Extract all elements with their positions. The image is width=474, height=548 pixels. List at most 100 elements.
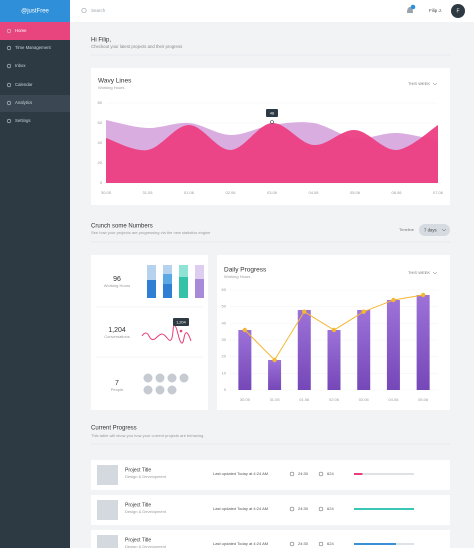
menu-icon bbox=[6, 28, 12, 34]
project-category: Design & Development bbox=[125, 544, 167, 548]
progress-bar bbox=[354, 508, 414, 510]
section-title: Current Progress bbox=[91, 426, 137, 432]
person[interactable] bbox=[179, 373, 189, 383]
sparkline bbox=[141, 324, 192, 344]
thumbnail bbox=[97, 535, 118, 548]
project-category: Design & Development bbox=[125, 509, 167, 514]
comments: 624 bbox=[327, 506, 334, 511]
y-tick-label: 80 bbox=[98, 100, 103, 105]
logo-bar bbox=[0, 0, 70, 22]
menu-item[interactable]: Analytics bbox=[15, 100, 32, 105]
hover-item-bg bbox=[0, 95, 70, 112]
clock-icon bbox=[289, 541, 295, 547]
clock-icon bbox=[289, 506, 295, 512]
y-tick-label: 20 bbox=[98, 160, 103, 165]
chart-subtitle: Working Hours bbox=[224, 274, 250, 279]
menu-item[interactable]: Inbox bbox=[15, 63, 26, 68]
notification-badge bbox=[410, 4, 416, 10]
caret bbox=[432, 82, 438, 86]
mini-bar bbox=[147, 265, 156, 280]
menu-item[interactable]: Time Management bbox=[15, 45, 51, 50]
y-tick-label: 20 bbox=[222, 354, 227, 359]
x-tick-label: 03.06 bbox=[359, 397, 370, 402]
bar bbox=[386, 300, 400, 390]
menu-item[interactable]: Settings bbox=[15, 118, 31, 123]
person[interactable] bbox=[155, 385, 165, 395]
chart-filter[interactable]: THIS WEEK bbox=[408, 81, 430, 86]
timeline-value: 7 days bbox=[424, 227, 437, 232]
greeting-title: Hi Filip, bbox=[91, 38, 111, 44]
line-point bbox=[331, 327, 337, 333]
timeline-select[interactable] bbox=[419, 224, 450, 236]
y-tick-label: 60 bbox=[98, 120, 103, 125]
section-subtitle: This table will show you how your curren… bbox=[91, 433, 204, 438]
progress-bar bbox=[354, 543, 396, 545]
line-point bbox=[302, 309, 307, 314]
progress-track bbox=[354, 473, 414, 475]
updated: Last updated Today at 4:24 AM bbox=[213, 541, 268, 546]
comment-icon bbox=[318, 541, 324, 547]
daily-plot: 0 10 20 30 40 50 60 30.05 31.05 01.06 02.06 03.06 04… bbox=[222, 287, 438, 402]
topbar bbox=[70, 0, 474, 22]
people-avatars bbox=[143, 373, 189, 395]
mini-bar bbox=[195, 265, 204, 279]
mini-bar bbox=[179, 265, 188, 277]
menu-item[interactable]: Calendar bbox=[15, 82, 33, 87]
time: 24:30 bbox=[298, 506, 309, 511]
x-tick-label: 04.06 bbox=[388, 397, 399, 402]
section-title: Crunch some Numbers bbox=[91, 224, 153, 230]
user-name[interactable]: Filip J. bbox=[429, 8, 442, 13]
person[interactable] bbox=[155, 373, 165, 383]
menu-item[interactable]: Home bbox=[15, 28, 27, 33]
line-point bbox=[242, 327, 248, 333]
greeting-subtitle: Checkout your latest projects and their … bbox=[91, 44, 182, 49]
person[interactable] bbox=[143, 385, 153, 395]
line-point bbox=[391, 297, 396, 303]
y-tick-label: 10 bbox=[222, 370, 227, 375]
y-tick-label: 40 bbox=[98, 140, 103, 145]
y-tick-label: 0 bbox=[224, 387, 227, 392]
x-tick-label: 31.05 bbox=[142, 190, 153, 195]
project-category: Design & Development bbox=[125, 474, 167, 479]
mini-bars bbox=[147, 265, 204, 298]
search-input[interactable]: Search bbox=[91, 8, 106, 13]
comments: 624 bbox=[327, 471, 334, 476]
line-point bbox=[272, 357, 277, 363]
x-tick-label: 05.06 bbox=[418, 397, 429, 402]
time: 24:30 bbox=[298, 541, 309, 546]
tooltip bbox=[173, 318, 189, 326]
person[interactable] bbox=[167, 373, 177, 383]
stat-label: Working Hours bbox=[104, 283, 130, 288]
menu-icon bbox=[6, 100, 12, 106]
chart-title: Wavy Lines bbox=[98, 78, 132, 85]
avatar[interactable] bbox=[451, 4, 465, 18]
mini-bar bbox=[163, 265, 172, 274]
y-tick-label: 30 bbox=[222, 337, 227, 342]
chart-title: Daily Progress bbox=[224, 267, 267, 274]
chart-filter[interactable]: THIS WEEK bbox=[408, 270, 430, 275]
person[interactable] bbox=[143, 373, 153, 383]
tooltip-text: 48 bbox=[270, 111, 274, 115]
x-tick-label: 31.05 bbox=[270, 397, 281, 402]
comments: 624 bbox=[327, 541, 334, 546]
menu-icon bbox=[6, 45, 12, 51]
bar bbox=[297, 310, 311, 390]
mini-bar bbox=[195, 279, 204, 298]
clock-icon bbox=[289, 471, 295, 477]
menu-icon bbox=[6, 82, 12, 88]
mini-bar bbox=[179, 277, 188, 298]
project-title: Project Title bbox=[125, 537, 151, 543]
sidebar bbox=[0, 0, 70, 548]
section-subtitle: See how your projects are progressing vi… bbox=[91, 230, 211, 235]
x-tick-label: 03.06 bbox=[267, 190, 278, 195]
stat-value: 1,204 bbox=[108, 327, 126, 334]
logo[interactable]: @justFree bbox=[21, 9, 49, 15]
wavy-plot: 0 20 40 60 80 30.05 31.05 01.06 02.06 03.06 04.06 0… bbox=[98, 100, 444, 195]
person[interactable] bbox=[167, 385, 177, 395]
y-tick-label: 50 bbox=[222, 304, 227, 309]
stat-label: People bbox=[111, 387, 124, 392]
x-tick-label: 02.06 bbox=[329, 397, 340, 402]
progress-bar bbox=[354, 473, 363, 475]
sparkline-point bbox=[179, 329, 183, 333]
